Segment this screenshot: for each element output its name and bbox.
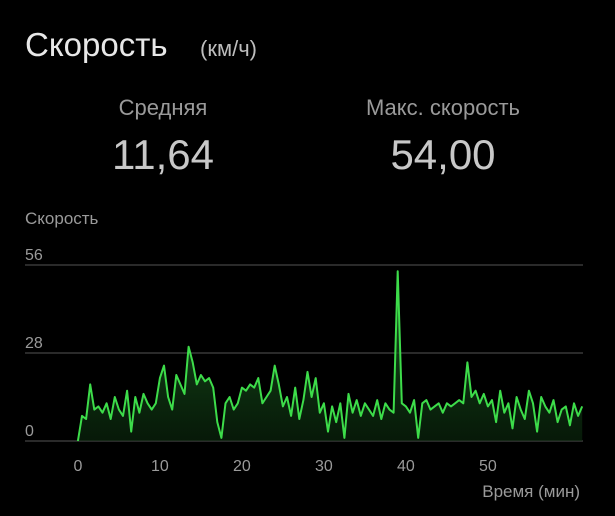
x-axis-label: Время (мин) [482,482,580,501]
x-tick-label: 0 [73,458,82,475]
line [76,270,584,442]
y-axis-label: Скорость [25,209,99,228]
x-tick-label: 20 [233,458,251,475]
x-tick-label: 10 [151,458,169,475]
x-tick-label: 30 [315,458,333,475]
y-tick-label: 28 [25,335,43,352]
y-tick-label: 0 [25,423,34,440]
y-tick-label: 56 [25,247,43,264]
stat-label: Макс. скорость [366,95,520,120]
stat-label: Средняя [119,95,208,120]
title: Скорость [25,26,168,63]
area [77,271,583,441]
stat-value: 54,00 [390,131,495,178]
x-tick-label: 50 [479,458,497,475]
unit: (км/ч) [200,36,257,61]
stat-value: 11,64 [112,131,214,178]
x-tick-label: 40 [397,458,415,475]
